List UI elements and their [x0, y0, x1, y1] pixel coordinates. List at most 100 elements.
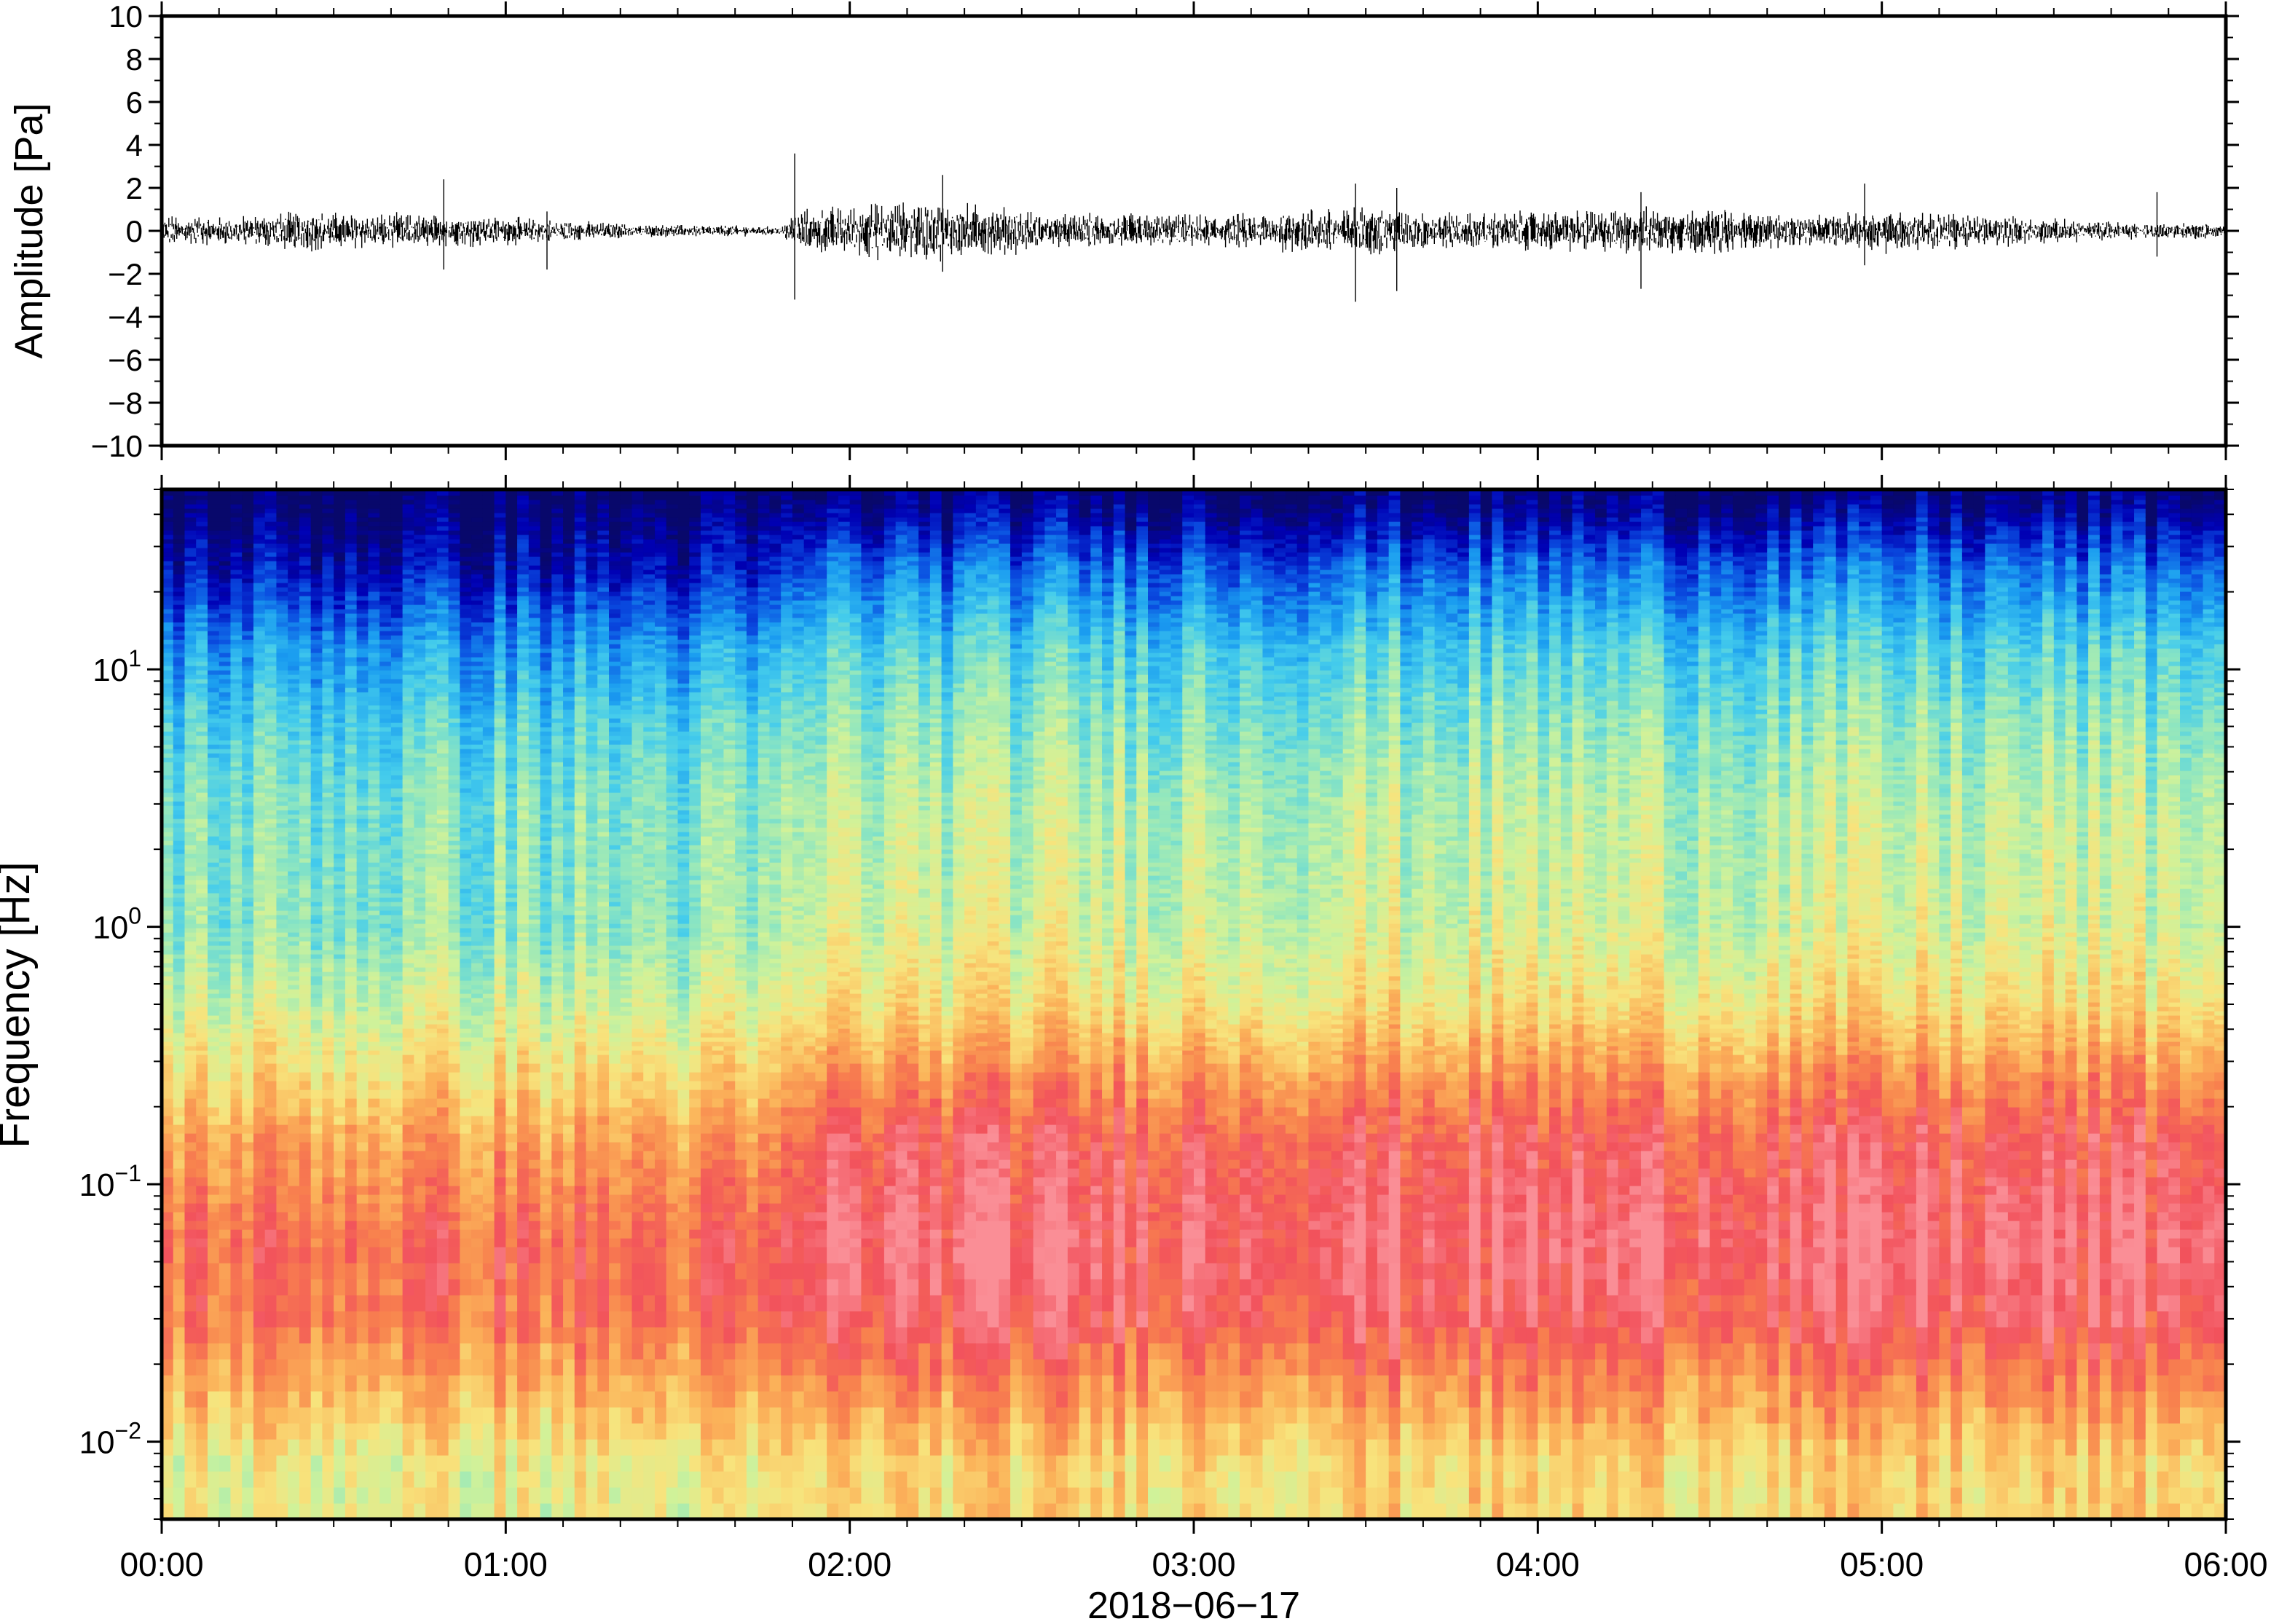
spectrogram-cell [242, 530, 254, 535]
spectrogram-cell [414, 963, 426, 968]
spectrogram-cell [425, 880, 438, 885]
spectrogram-cell [299, 897, 312, 902]
spectrogram-cell [425, 797, 438, 802]
spectrogram-cell [230, 1327, 243, 1344]
spectrogram-cell [322, 1011, 334, 1016]
spectrogram-cell [276, 1107, 288, 1116]
spectrogram-cell [310, 797, 323, 802]
spectrogram-cell [460, 1471, 472, 1488]
spectrogram-cell [207, 521, 220, 527]
spectrogram-cell [242, 1279, 254, 1296]
spectrogram-cell [482, 705, 495, 710]
spectrogram-cell [345, 679, 358, 684]
spectrogram-cell [253, 613, 266, 618]
spectrogram-cell [345, 980, 358, 985]
spectrogram-cell [414, 653, 426, 658]
spectrogram-cell [356, 491, 369, 496]
spectrogram-cell [276, 1203, 288, 1213]
spectrogram-cell [390, 670, 404, 675]
spectrogram-cell [162, 631, 174, 636]
spectrogram-cell [402, 1177, 414, 1186]
spectrogram-cell [184, 792, 197, 797]
spectrogram-cell [276, 705, 288, 710]
spectrogram-cell [264, 753, 278, 758]
spectrogram-cell [334, 670, 346, 675]
spectrogram-cell [448, 753, 460, 758]
spectrogram-cell [196, 775, 208, 780]
spectrogram-cell [196, 687, 208, 693]
spectrogram-cell [299, 805, 312, 811]
spectrogram-cell [242, 600, 254, 605]
spectrogram-cell [299, 932, 312, 937]
spectrogram-cell [288, 958, 300, 963]
spectrogram-cell [276, 1238, 288, 1247]
spectrogram-cell [482, 862, 495, 867]
spectrogram-cell [299, 1050, 312, 1055]
spectrogram-cell [242, 517, 254, 522]
spectrogram-cell [448, 539, 460, 544]
spectrogram-cell [368, 1142, 380, 1151]
spectrogram-cell [162, 622, 174, 627]
spectrogram-cell [219, 556, 232, 561]
spectrogram-cell [162, 530, 174, 535]
spectrogram-cell [288, 854, 300, 859]
spectrogram-cell [173, 687, 186, 693]
spectrogram-cell [436, 902, 449, 907]
spectrogram-cell [230, 1089, 243, 1099]
spectrogram-cell [162, 749, 174, 754]
spectrogram-cell [299, 1107, 312, 1116]
spectrogram-cell [276, 1011, 288, 1016]
spectrogram-cell [425, 1186, 438, 1195]
spectrogram-cell [471, 731, 484, 736]
spectrogram-cell [482, 1375, 495, 1392]
spectrogram-cell [264, 1024, 278, 1029]
spectrogram-cell [196, 740, 208, 745]
spectrogram-cell [334, 714, 346, 719]
spectrogram-cell [448, 915, 460, 920]
spectrogram-cell [242, 631, 254, 636]
spectrogram-cell [310, 805, 323, 811]
spectrogram-cell [436, 679, 449, 684]
spectrogram-cell [379, 775, 392, 780]
spectrogram-cell [242, 1098, 254, 1108]
spectrogram-cell [334, 674, 346, 679]
spectrogram-cell [460, 535, 472, 540]
spectrogram-cell [219, 731, 232, 736]
spectrogram-cell [242, 648, 254, 653]
spectrogram-cell [253, 1203, 266, 1213]
spectrogram-cell [162, 648, 174, 653]
spectrogram-cell [162, 1194, 174, 1204]
spectrogram-cell [436, 587, 449, 592]
spectrogram-cell [482, 1033, 495, 1038]
spectrogram-cell [356, 854, 369, 859]
spectrogram-cell [368, 644, 380, 649]
spectrogram-cell [448, 1391, 460, 1408]
spectrogram-cell [460, 854, 472, 859]
spectrogram-cell [207, 631, 220, 636]
spectrogram-cell [414, 696, 426, 701]
spectrogram-cell [310, 596, 323, 601]
spectrogram-cell [162, 980, 174, 985]
spectrogram-cell [276, 919, 288, 924]
spectrogram-cell [345, 674, 358, 679]
spectrogram-cell [334, 1359, 346, 1376]
spectrogram-cell [482, 858, 495, 863]
spectrogram-cell [276, 631, 288, 636]
spectrogram-cell [230, 753, 243, 758]
spectrogram-cell [334, 932, 346, 937]
spectrogram-cell [448, 762, 460, 767]
spectrogram-cell [368, 1471, 380, 1488]
spectrogram-cell [173, 1212, 186, 1221]
spectrogram-cell [299, 569, 312, 575]
spectrogram-cell [288, 701, 300, 706]
spectrogram-cell [402, 1194, 414, 1204]
spectrogram-cell [230, 591, 243, 596]
spectrogram-cell [482, 797, 495, 802]
spectrogram-cell [402, 832, 414, 837]
spectrogram-cell [425, 980, 438, 985]
spectrogram-cell [230, 495, 243, 500]
spectrogram-cell [402, 591, 414, 596]
spectrogram-cell [334, 784, 346, 789]
spectrogram-cell [310, 1133, 323, 1143]
spectrogram-cell [184, 928, 197, 933]
